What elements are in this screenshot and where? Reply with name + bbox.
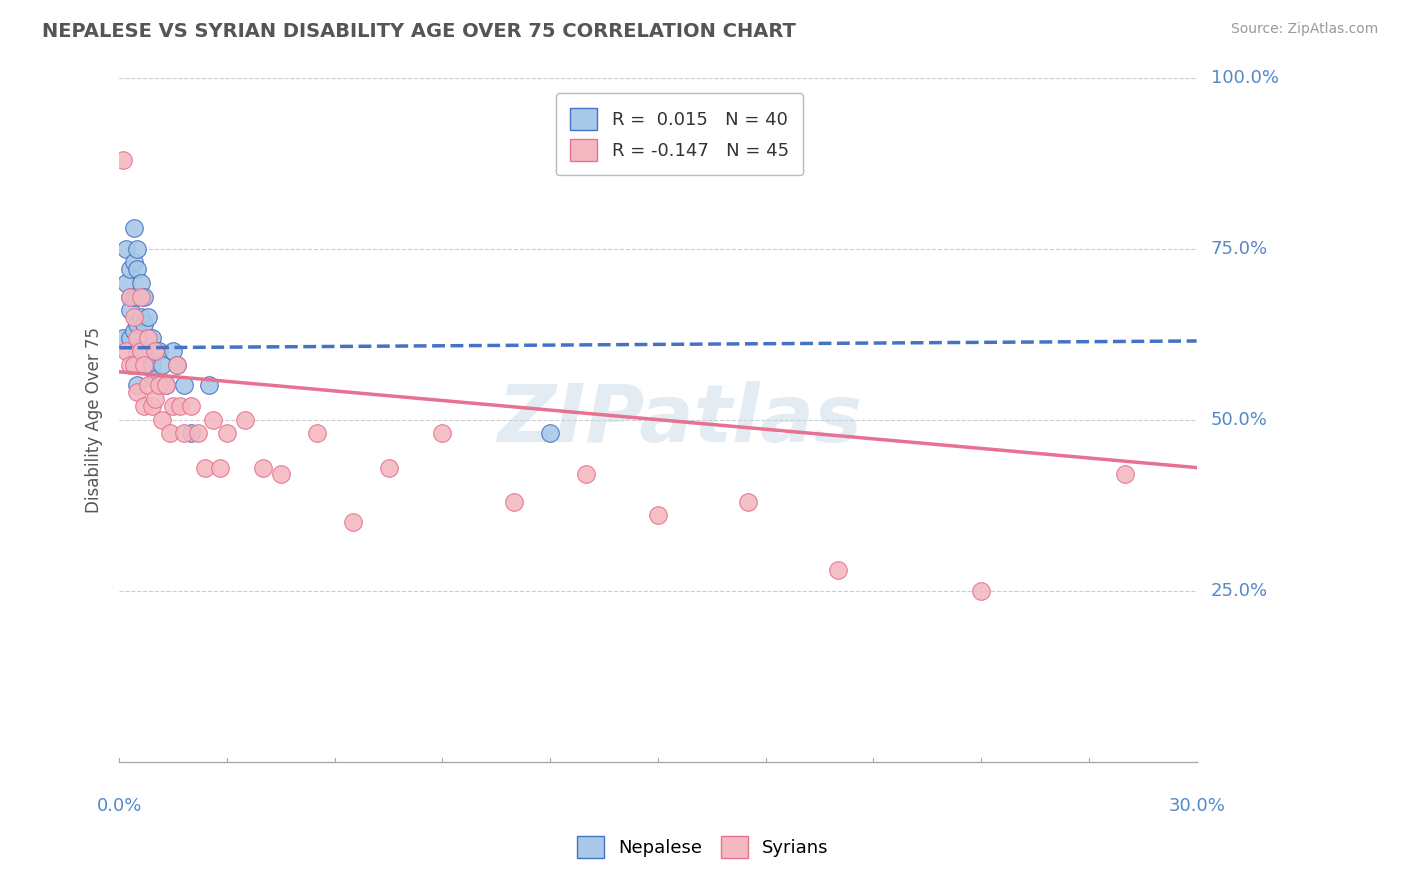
Point [136,378,159,392]
Point [173,426,195,441]
Point [122,255,145,269]
Point [159,426,181,441]
Point [270,467,292,482]
Point [432,426,454,441]
Legend: Nepalese, Syrians: Nepalese, Syrians [569,829,837,865]
Point [118,358,141,372]
Point [575,467,598,482]
Point [118,330,141,344]
Point [252,460,274,475]
Point [127,242,149,256]
Point [115,344,138,359]
Point [118,289,141,303]
Point [169,399,191,413]
Point [129,276,152,290]
Point [118,303,141,318]
Point [127,289,149,303]
Text: 50.0%: 50.0% [1211,410,1267,429]
Point [198,378,221,392]
Point [122,324,145,338]
Point [129,344,152,359]
Point [115,242,138,256]
Y-axis label: Disability Age Over 75: Disability Age Over 75 [86,326,103,513]
Point [1114,467,1136,482]
Point [134,399,156,413]
Point [201,412,224,426]
Point [127,344,149,359]
Point [173,378,195,392]
Text: 30.0%: 30.0% [1168,797,1225,814]
Point [150,412,173,426]
Point [162,344,184,359]
Point [136,330,159,344]
Point [134,344,156,359]
Text: ZIPatlas: ZIPatlas [496,381,862,458]
Point [129,289,152,303]
Text: Source: ZipAtlas.com: Source: ZipAtlas.com [1230,22,1378,37]
Point [127,385,149,400]
Point [215,426,238,441]
Point [122,358,145,372]
Point [129,344,152,359]
Point [141,399,163,413]
Point [148,378,170,392]
Point [377,460,399,475]
Point [305,426,328,441]
Legend: R =  0.015   N = 40, R = -0.147   N = 45: R = 0.015 N = 40, R = -0.147 N = 45 [555,94,803,176]
Point [150,358,173,372]
Text: 25.0%: 25.0% [1211,582,1268,599]
Point [136,358,159,372]
Point [111,330,134,344]
Point [141,330,163,344]
Point [827,563,849,577]
Point [134,317,156,331]
Point [180,426,202,441]
Point [143,371,166,385]
Point [136,330,159,344]
Text: 75.0%: 75.0% [1211,240,1268,258]
Point [122,221,145,235]
Point [970,583,993,598]
Point [134,358,156,372]
Point [141,358,163,372]
Point [187,426,209,441]
Point [118,289,141,303]
Point [737,495,759,509]
Point [127,378,149,392]
Point [538,426,561,441]
Point [143,344,166,359]
Point [129,310,152,324]
Point [194,460,217,475]
Text: 100.0%: 100.0% [1211,69,1278,87]
Point [166,358,188,372]
Point [143,392,166,406]
Point [155,378,177,392]
Point [122,310,145,324]
Point [180,399,202,413]
Point [143,344,166,359]
Point [127,317,149,331]
Point [118,262,141,277]
Point [122,289,145,303]
Point [503,495,526,509]
Point [647,508,669,523]
Point [127,358,149,372]
Point [111,153,134,167]
Point [208,460,231,475]
Point [148,344,170,359]
Point [115,276,138,290]
Point [233,412,256,426]
Point [127,330,149,344]
Text: 0.0%: 0.0% [97,797,142,814]
Point [136,310,159,324]
Point [162,399,184,413]
Point [127,262,149,277]
Point [155,378,177,392]
Point [342,516,364,530]
Point [166,358,188,372]
Text: NEPALESE VS SYRIAN DISABILITY AGE OVER 75 CORRELATION CHART: NEPALESE VS SYRIAN DISABILITY AGE OVER 7… [42,22,796,41]
Point [134,289,156,303]
